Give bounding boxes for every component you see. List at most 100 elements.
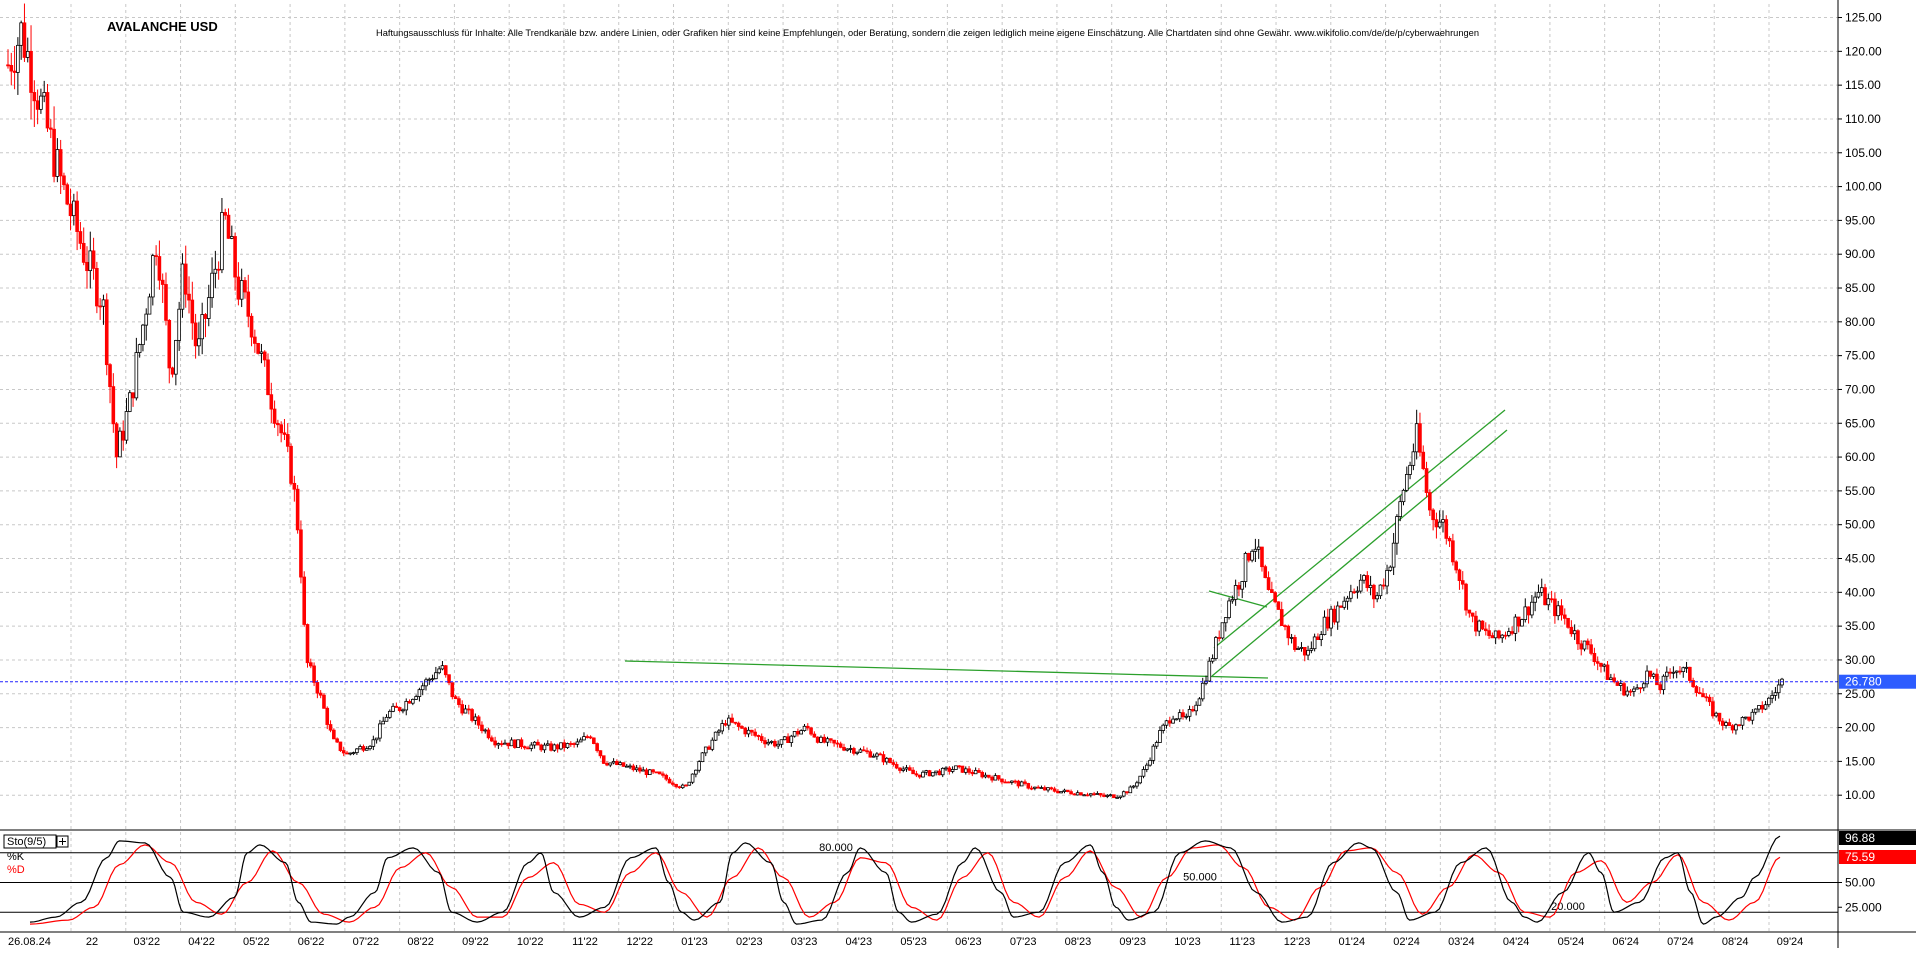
candle-body (908, 767, 912, 771)
candle-body (1210, 658, 1215, 662)
candle-body (644, 769, 649, 775)
candle-body (996, 775, 1001, 780)
candle-body (578, 739, 583, 743)
candle-body (295, 488, 300, 531)
disclaimer-text: Haftungsausschluss für Inhalte: Alle Tre… (376, 27, 1479, 38)
candle-body (875, 753, 879, 757)
candle-body (127, 392, 132, 412)
candle-body (1586, 640, 1590, 646)
candle-body (32, 92, 37, 102)
candle-body (1000, 778, 1004, 783)
candle-body (677, 786, 682, 789)
x-tick-label: 03'24 (1448, 936, 1475, 948)
candle-body (522, 746, 527, 749)
x-tick-label: 09'22 (462, 936, 489, 948)
candle-body (101, 299, 106, 307)
candle-body (1279, 609, 1284, 627)
candle-body (266, 359, 270, 396)
candle-body (753, 731, 757, 736)
candle-body (605, 763, 609, 766)
candle-body (1118, 795, 1123, 798)
candle-body (1098, 793, 1103, 796)
candle-body (404, 700, 409, 711)
candle-body (88, 250, 93, 272)
candle-body (1253, 548, 1258, 552)
candle-body (164, 284, 168, 321)
candle-body (1299, 646, 1304, 649)
candle-body (1694, 686, 1699, 693)
candle-body (206, 297, 211, 319)
candle-body (1559, 605, 1564, 616)
candle-body (1536, 591, 1541, 598)
candle-body (1414, 423, 1419, 453)
candle-body (447, 674, 451, 684)
candle-body (463, 708, 468, 714)
candle-body (661, 773, 665, 776)
candle-body (1523, 606, 1528, 620)
candle-body (348, 752, 353, 755)
candlestick-layer (6, 3, 1784, 800)
candle-body (312, 665, 316, 683)
candle-body (62, 175, 66, 186)
current-price-label: 26.780 (1845, 675, 1882, 689)
x-tick-label: 11'22 (572, 936, 598, 948)
candle-body (647, 769, 652, 775)
candle-body (664, 774, 669, 780)
candle-body (970, 771, 975, 775)
candle-body (963, 768, 968, 773)
candle-body (197, 338, 201, 347)
candle-body (1128, 786, 1133, 794)
candle-body (1049, 787, 1054, 790)
candle-body (865, 750, 869, 753)
candle-body (85, 261, 89, 272)
candle-body (1513, 616, 1518, 634)
candle-body (29, 50, 33, 93)
candle-body (351, 752, 356, 754)
candle-body (236, 276, 241, 300)
candle-body (1250, 550, 1254, 561)
candle-body (1121, 791, 1126, 797)
candle-body (108, 364, 112, 388)
candle-body (269, 394, 274, 410)
candle-body (717, 730, 721, 733)
candle-body (1688, 666, 1692, 681)
candle-body (934, 770, 938, 774)
candle-body (78, 231, 83, 244)
candle-body (782, 736, 787, 741)
candle-body (256, 343, 260, 354)
candle-body (457, 698, 461, 705)
x-tick-label: 06'23 (955, 936, 982, 948)
candle-body (1408, 464, 1412, 475)
candle-body (977, 770, 981, 773)
candle-body (1543, 587, 1547, 606)
candle-body (904, 767, 909, 770)
candle-body (759, 736, 764, 741)
candle-body (608, 762, 613, 766)
candle-body (325, 707, 330, 725)
candle-body (1033, 786, 1037, 789)
candle-body (391, 705, 395, 712)
y-tick-label: 65.00 (1845, 416, 1875, 430)
candle-body (1477, 620, 1482, 632)
candle-body (858, 749, 863, 753)
candle-body (364, 748, 369, 751)
candle-body (1401, 489, 1406, 503)
candle-body (470, 709, 474, 721)
candle-body (1437, 521, 1442, 528)
x-tick-label: 12'23 (1284, 936, 1311, 948)
x-tick-label: 01'23 (681, 936, 708, 948)
candle-body (193, 322, 198, 347)
candle-body (476, 716, 481, 726)
candle-body (1480, 620, 1485, 630)
candle-body (1684, 666, 1689, 669)
d-value-box (1839, 850, 1916, 864)
candle-body (657, 771, 662, 775)
candle-body (493, 740, 497, 746)
candle-body (1247, 552, 1251, 561)
candle-body (829, 738, 833, 741)
candle-body (1306, 649, 1310, 656)
